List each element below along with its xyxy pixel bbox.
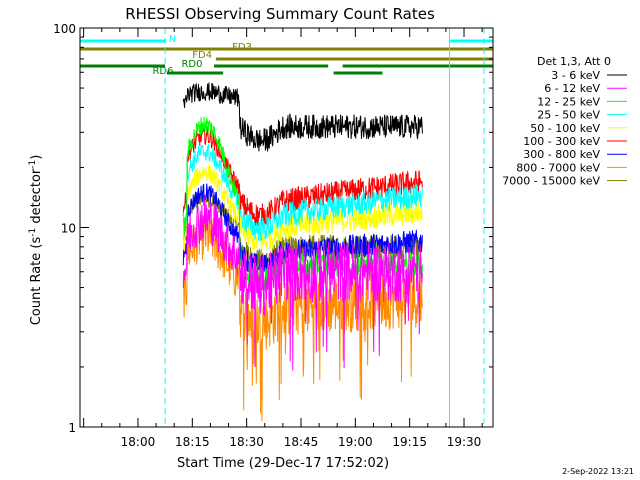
series-6-12-kev [182,198,423,371]
y-axis: 1 10 100 [53,22,493,435]
flag-label-fd3: FD3 [232,42,252,53]
x-tick-label: 19:00 [338,435,373,449]
legend-label-50-100-kev: 50 - 100 keV [530,122,600,135]
x-tick-label: 19:30 [447,435,482,449]
x-tick-label: 18:15 [175,435,210,449]
y-tick-label: 1 [68,421,76,435]
series-800-7000-kev [182,214,423,422]
flag-label-fd4: FD4 [192,50,212,61]
x-tick-label: 18:45 [284,435,319,449]
flag-label-rd6: RD6 [152,66,173,77]
legend-header: Det 1,3, Att 0 [537,55,611,68]
chart-title: RHESSI Observing Summary Count Rates [125,5,435,23]
series-300-800-kev [182,183,423,277]
series-25-50-kev [182,143,423,243]
legend-label-6-12-kev: 6 - 12 keV [544,82,600,95]
flag-label-n: N [169,34,176,45]
x-tick-label: 19:15 [392,435,427,449]
footer-timestamp: 2-Sep-2022 13:21 [562,467,634,476]
y-tick-label: 10 [61,222,76,236]
x-tick-label: 18:00 [121,435,156,449]
series-group [182,82,423,422]
x-axis: 18:00 18:15 18:30 18:45 19:00 19:15 19:30 [83,28,483,449]
legend-label-3-6-kev: 3 - 6 keV [551,69,600,82]
legend-label-100-300-kev: 100 - 300 keV [523,135,600,148]
legend-label-12-25-kev: 12 - 25 keV [537,95,600,108]
legend-label-300-800-kev: 300 - 800 keV [523,148,600,161]
series-3-6-kev [182,82,423,152]
y-tick-label: 100 [53,22,76,36]
vertical-markers [164,28,485,427]
legend-label-25-50-kev: 25 - 50 keV [537,109,600,122]
legend-label-800-7000-kev: 800 - 7000 keV [516,161,600,174]
y-axis-label: Count Rate (s-1 detector-1) [28,155,44,326]
x-tick-label: 18:30 [229,435,264,449]
flag-label-rd0: RD0 [181,59,202,70]
legend-label-7000-15000-kev: 7000 - 15000 keV [502,175,600,188]
x-axis-label: Start Time (29-Dec-17 17:52:02) [177,456,389,471]
